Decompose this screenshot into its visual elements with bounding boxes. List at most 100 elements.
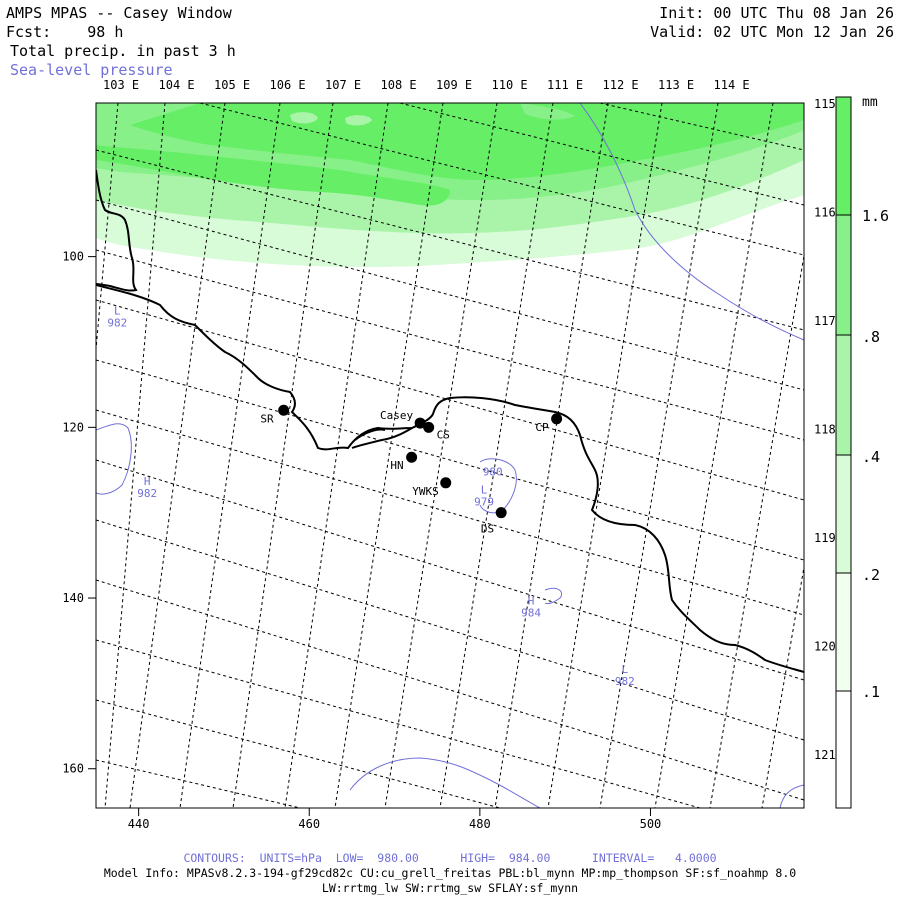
colorbar-swatch-0-8 — [836, 215, 851, 335]
y-tick-label: 140 — [62, 591, 84, 605]
top-longitude-labels: 103 E 104 E 105 E 106 E 107 E 108 E 109 E 110 E… — [103, 78, 750, 92]
y-axis-ticks: 100 120 140 160 — [62, 250, 96, 776]
meridian-117e — [761, 564, 804, 808]
colorbar-unit: mm — [862, 95, 878, 110]
coastline-main — [96, 284, 804, 673]
x-tick-label: 480 — [469, 817, 491, 831]
top-lon-label: 107 E — [325, 78, 361, 92]
contour-upper-right — [579, 103, 804, 341]
top-lon-label: 111 E — [547, 78, 583, 92]
precip-shading — [96, 103, 804, 268]
contours-info: CONTOURS: UNITS=hPa LOW= 980.00 HIGH= 98… — [183, 851, 717, 865]
colorbar-swatch-0-4 — [836, 335, 851, 455]
contour-980 — [479, 458, 517, 514]
station-label: CP — [535, 421, 549, 434]
stations-layer: SR Casey CS CP HN YWKS DS — [260, 404, 563, 536]
graticule — [96, 103, 804, 808]
colorbar-frame — [835, 96, 852, 809]
station-marker — [414, 417, 426, 429]
parallel-upper-3 — [599, 103, 804, 151]
parallel-11 — [96, 699, 501, 808]
pressure-value-label: 982 — [107, 316, 127, 329]
station-marker — [406, 451, 418, 463]
pressure-center-kind: H — [528, 595, 535, 608]
colorbar-swatch-1-6 — [836, 97, 851, 215]
forecast-value: 98 h — [87, 23, 124, 41]
meridian-116e — [709, 252, 804, 808]
precip-band-darkest-west — [96, 145, 450, 206]
y-tick-label: 120 — [62, 420, 84, 434]
x-tick-label: 460 — [298, 817, 320, 831]
meridian-104e — [104, 103, 166, 808]
parallel-5 — [96, 359, 804, 561]
colorbar-label: .8 — [862, 328, 880, 346]
plot-frame-group — [95, 102, 805, 809]
meridian-112e — [494, 103, 609, 808]
top-lon-label: 113 E — [658, 78, 694, 92]
meridian-106e — [179, 103, 281, 808]
contour-west — [96, 423, 132, 495]
pressure-center-kind: L — [114, 304, 121, 317]
pressure-value-label: 984 — [521, 607, 541, 620]
parallel-10 — [96, 639, 701, 808]
station-label: CS — [437, 428, 450, 441]
top-lon-label: 109 E — [436, 78, 472, 92]
contour-bottom-right — [779, 784, 804, 808]
colorbar-label: .1 — [862, 683, 880, 701]
parallel-1 — [96, 149, 804, 331]
precip-hole-2 — [345, 115, 372, 126]
x-axis-ticks: 440 460 480 500 — [128, 808, 661, 831]
top-lon-label: 112 E — [603, 78, 639, 92]
model-info-line2: LW:rrtmg_lw SW:rrtmg_sw SFLAY:sf_mynn — [321, 881, 579, 895]
meridian-109e — [334, 103, 444, 808]
pressure-value-label: 980 — [483, 466, 503, 479]
meridian-105e — [129, 103, 226, 808]
colorbar-swatch-none — [836, 691, 851, 808]
x-tick-label: 500 — [640, 817, 662, 831]
precip-hole-3 — [520, 103, 575, 120]
inlet-loop — [354, 428, 386, 441]
top-lon-label: 103 E — [103, 78, 139, 92]
pressure-value-label: 982 — [615, 675, 635, 688]
field-name: Total precip. in past 3 h — [10, 42, 236, 60]
top-lon-label: 114 E — [714, 78, 750, 92]
parallel-2 — [96, 199, 804, 391]
y-tick-label: 160 — [62, 762, 84, 776]
parallel-12 — [96, 759, 301, 808]
meridian-107e — [232, 103, 334, 808]
meridian-114e — [599, 103, 719, 808]
meridian-110e — [384, 103, 498, 808]
parallel-6 — [96, 409, 804, 616]
precip-hole — [290, 112, 318, 124]
pressure-contours — [96, 103, 804, 808]
forecast-hour: Fcst: 98 h — [6, 23, 123, 41]
station-marker — [423, 421, 435, 433]
valid-time: Valid: 02 UTC Mon 12 Jan 26 — [650, 23, 894, 41]
contour-bottom — [349, 757, 541, 808]
x-tick-label: 440 — [128, 817, 150, 831]
station-marker — [551, 413, 563, 425]
parallel-3 — [96, 249, 804, 441]
plot-frame — [95, 102, 805, 809]
overlay-name: Sea-level pressure — [10, 61, 173, 79]
station-label: DS — [481, 523, 494, 536]
colorbar: mm 1.6 .8 .4 .2 .1 — [835, 95, 889, 809]
top-lon-label: 110 E — [492, 78, 528, 92]
station-label: HN — [390, 459, 403, 472]
colorbar-swatch-0-2 — [836, 455, 851, 573]
station-label: YWKS — [412, 485, 439, 498]
coastline — [96, 169, 804, 673]
coastline-west — [96, 169, 138, 292]
station-marker — [440, 477, 452, 489]
station-marker — [495, 507, 507, 519]
station-label: Casey — [380, 409, 413, 422]
parallel-4 — [96, 299, 804, 501]
meridian-108e — [284, 103, 389, 808]
map-title: AMPS MPAS -- Casey Window — [6, 4, 232, 22]
pressure-value-label: 982 — [137, 487, 157, 500]
station-marker — [278, 404, 290, 416]
top-lon-label: 105 E — [214, 78, 250, 92]
colorbar-labels: 1.6 .8 .4 .2 .1 — [862, 207, 889, 701]
pressure-center-kind: L — [481, 484, 488, 497]
